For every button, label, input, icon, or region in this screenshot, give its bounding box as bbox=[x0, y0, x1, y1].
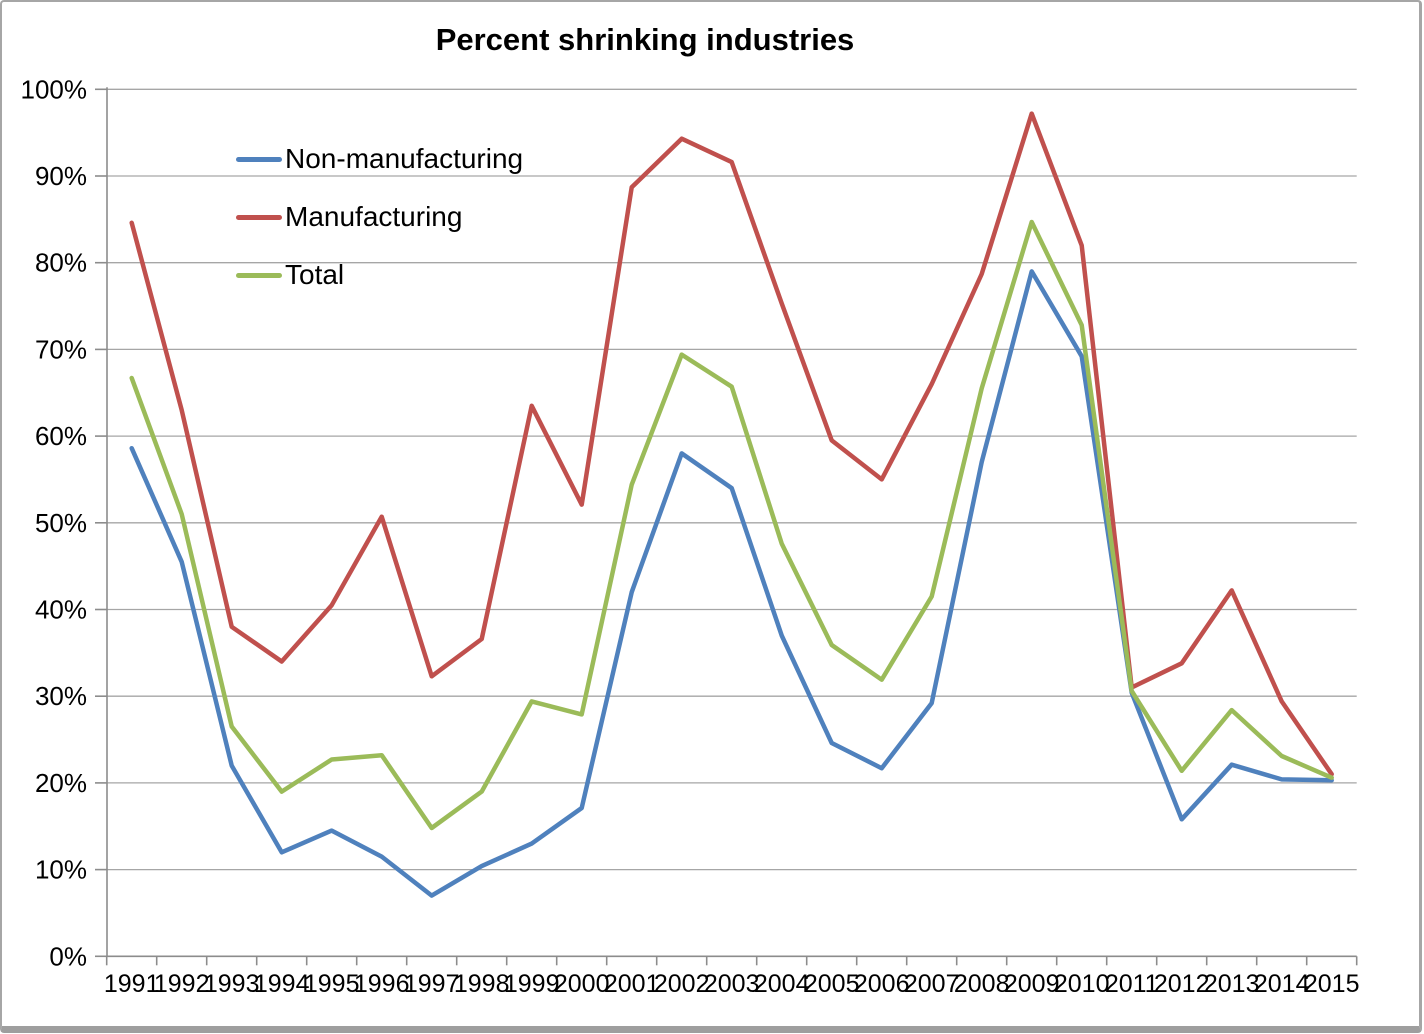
x-axis-label: 2004 bbox=[754, 970, 810, 998]
x-axis-label: 2013 bbox=[1204, 970, 1260, 998]
chart-title: Percent shrinking industries bbox=[435, 22, 855, 57]
series-line-non-manufacturing bbox=[129, 269, 1334, 898]
x-axis-label: 1993 bbox=[204, 970, 260, 998]
x-axis-label: 2009 bbox=[1004, 970, 1060, 998]
x-axis-label: 2007 bbox=[904, 970, 960, 998]
x-axis-label: 2000 bbox=[554, 970, 610, 998]
y-axis-label: 10% bbox=[35, 855, 87, 885]
y-axis-label: 60% bbox=[35, 421, 87, 451]
legend-label-total: Total bbox=[285, 259, 345, 290]
y-axis-label: 100% bbox=[21, 74, 88, 104]
legend-swatch-manufacturing-line bbox=[236, 214, 282, 220]
legend: Non-manufacturing Manufacturing Total bbox=[236, 130, 523, 304]
x-axis-label: 1995 bbox=[304, 970, 360, 998]
x-axis-label: 1991 bbox=[104, 970, 160, 998]
y-axis-label: 20% bbox=[35, 768, 87, 798]
x-axis-label: 2008 bbox=[954, 970, 1010, 998]
x-axis-label: 2011 bbox=[1105, 970, 1159, 998]
x-axis-label: 2014 bbox=[1254, 970, 1310, 998]
y-axis-label: 40% bbox=[35, 595, 87, 625]
y-axis-label: 70% bbox=[35, 334, 87, 364]
x-axis-label: 1992 bbox=[154, 970, 210, 998]
series-line-total bbox=[129, 219, 1334, 831]
legend-label-manufacturing: Manufacturing bbox=[285, 201, 463, 232]
y-axis-label: 0% bbox=[49, 941, 87, 971]
x-axis-label: 1996 bbox=[354, 970, 410, 998]
legend-swatch-non-manufacturing-line bbox=[236, 156, 282, 162]
x-axis-label: 2005 bbox=[804, 970, 860, 998]
x-axis-label: 1998 bbox=[454, 970, 510, 998]
x-axis-label: 2003 bbox=[704, 970, 760, 998]
legend-item-non-manufacturing: Non-manufacturing bbox=[236, 130, 523, 188]
legend-label-non-manufacturing: Non-manufacturing bbox=[285, 143, 524, 174]
x-axis-label: 1997 bbox=[404, 970, 460, 998]
x-axis-label: 2001 bbox=[604, 970, 660, 998]
legend-item-manufacturing: Manufacturing bbox=[236, 188, 523, 246]
x-axis-label: 2012 bbox=[1154, 970, 1210, 998]
x-axis-label: 2015 bbox=[1304, 970, 1360, 998]
legend-swatch-total-line bbox=[236, 272, 282, 278]
x-axis-label: 2002 bbox=[654, 970, 710, 998]
y-axis-label: 30% bbox=[35, 681, 87, 711]
y-axis-label: 90% bbox=[35, 161, 87, 191]
legend-item-total: Total bbox=[236, 246, 523, 304]
y-axis-label: 80% bbox=[35, 248, 87, 278]
x-axis-label: 2006 bbox=[854, 970, 910, 998]
x-axis-label: 1994 bbox=[254, 970, 310, 998]
x-axis-label: 1999 bbox=[504, 970, 560, 998]
x-axis-label: 2010 bbox=[1054, 970, 1110, 998]
y-axis-label: 50% bbox=[35, 508, 87, 538]
